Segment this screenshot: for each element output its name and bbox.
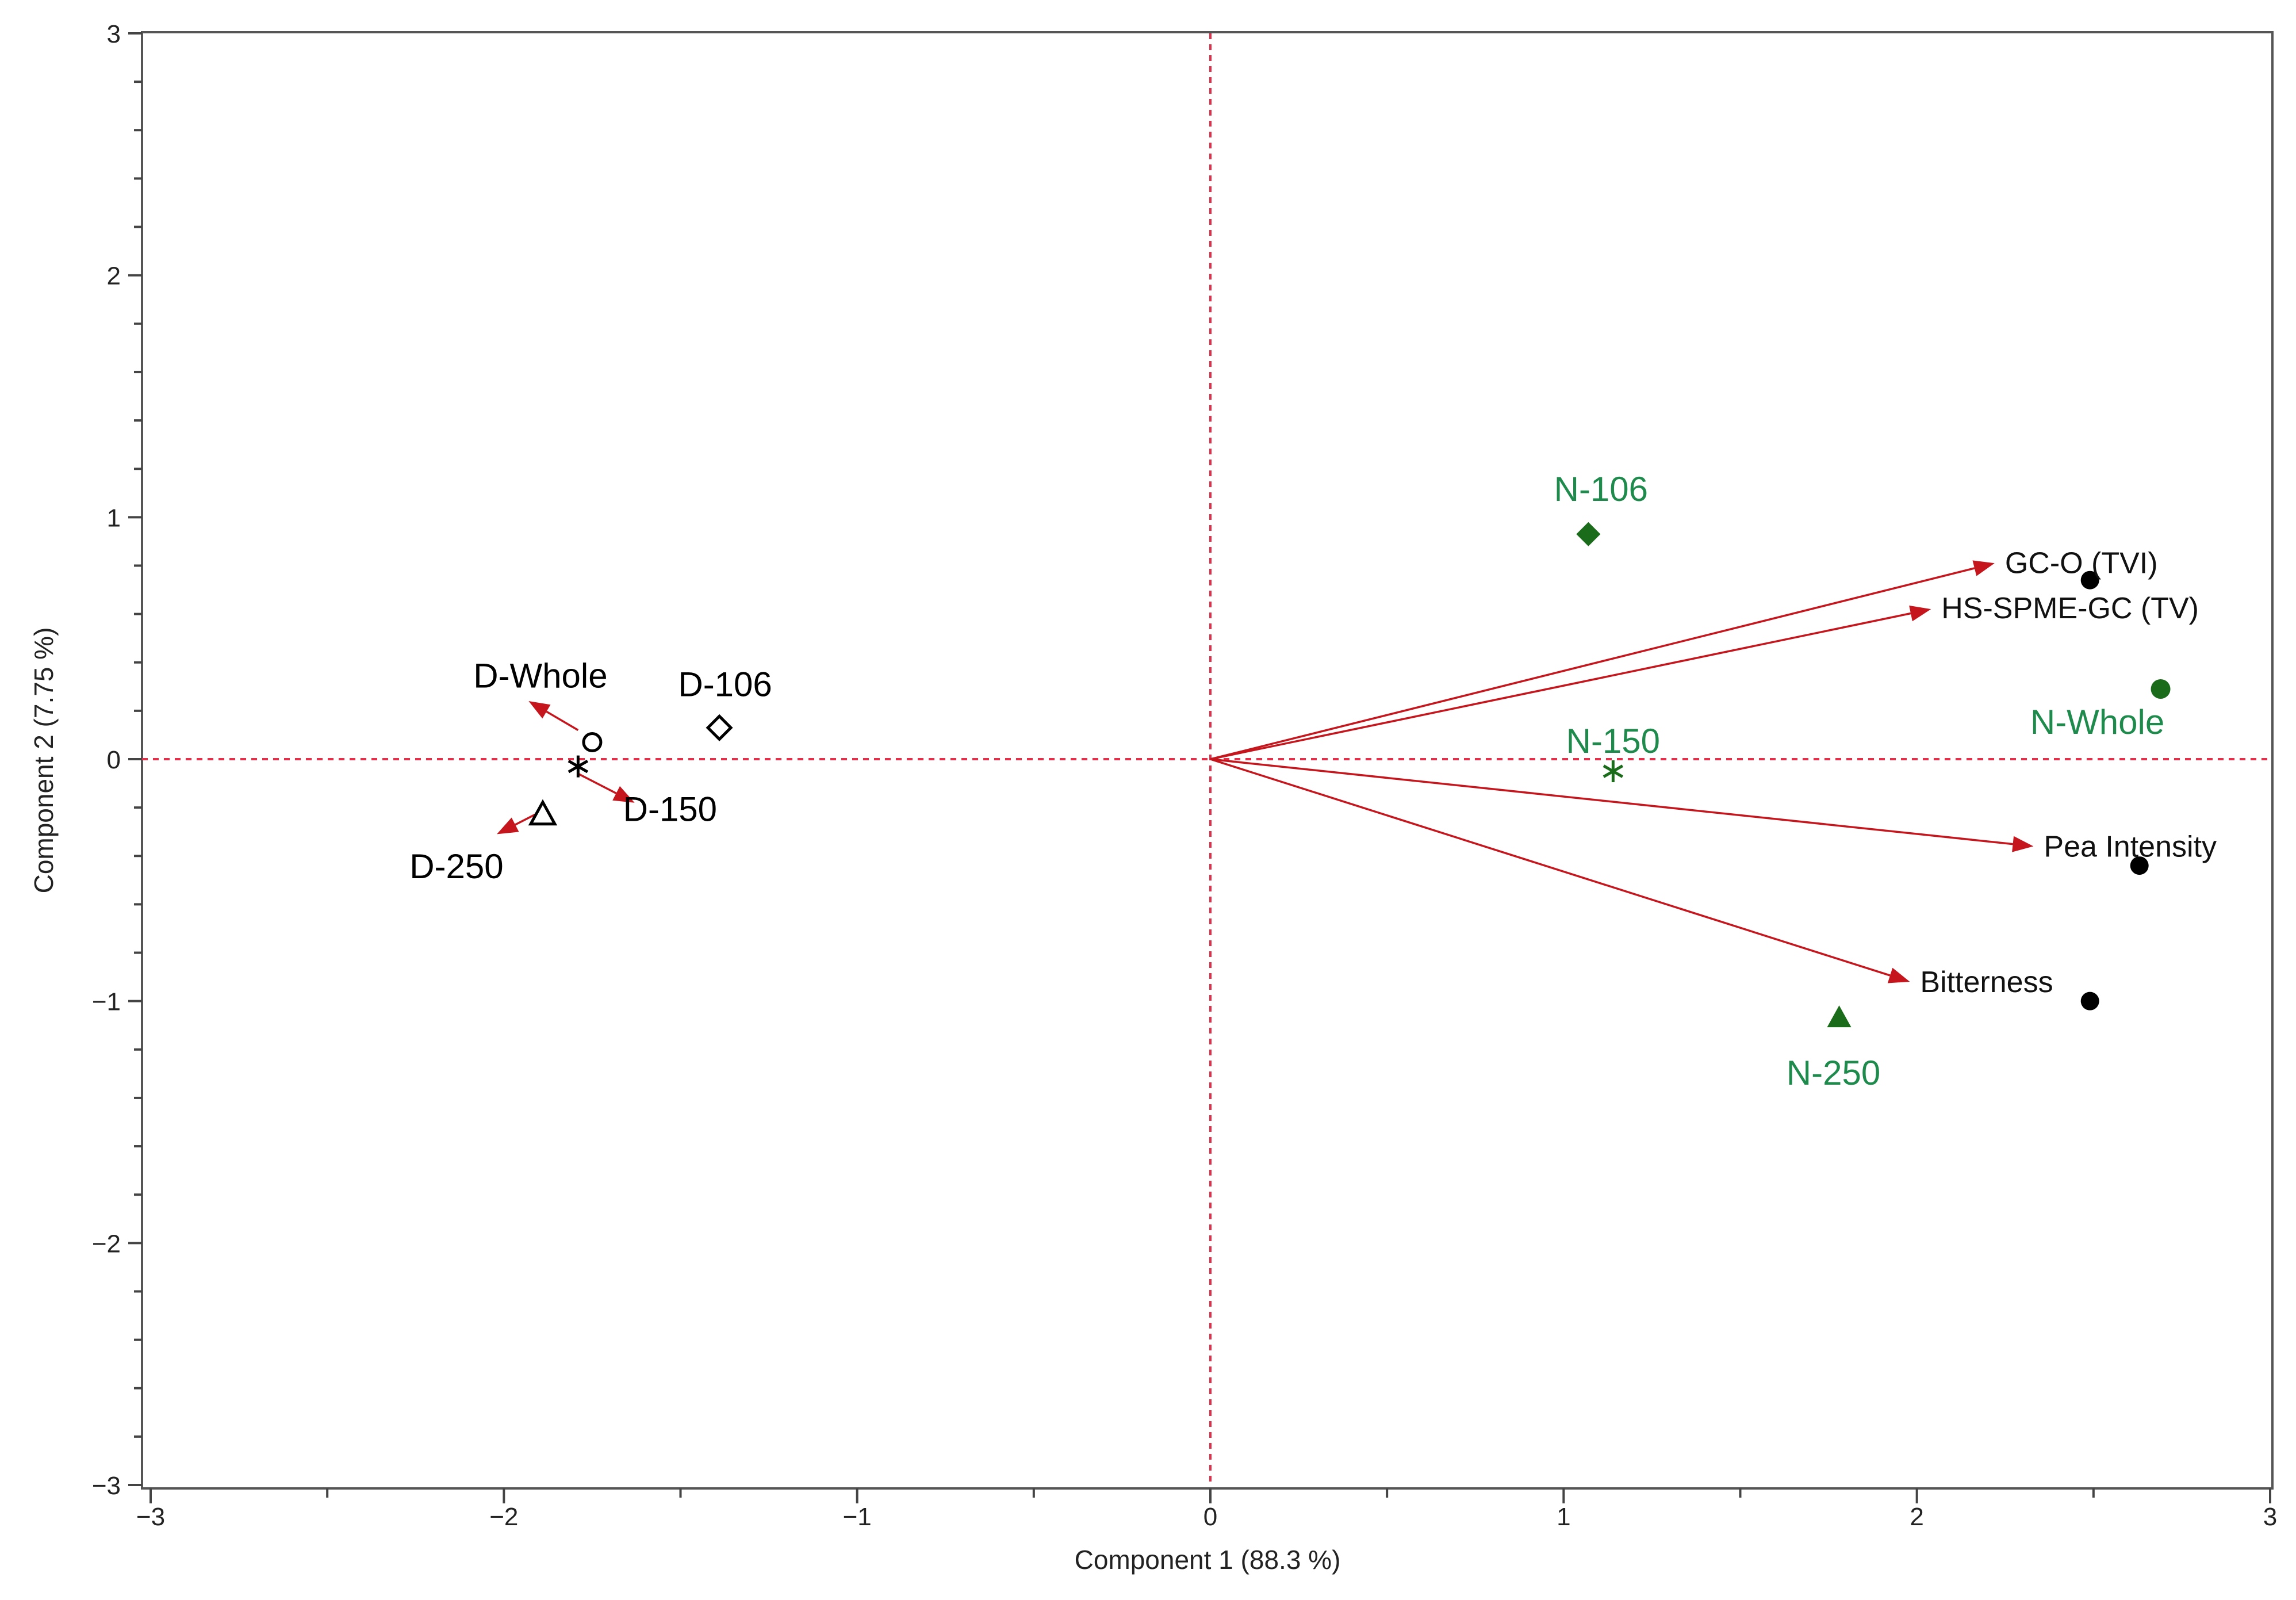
- loading-label-hs-spme-gc-tv: HS-SPME-GC (TV): [1941, 592, 2199, 625]
- loading-arrow-hs-spme-gc-tv-shaft: [1210, 612, 1911, 760]
- x-tick-label: 3: [2263, 1503, 2277, 1531]
- label-d-106: D-106: [678, 665, 772, 703]
- short-arrow-1-head: [528, 701, 551, 719]
- point-n-250-shape: [1827, 1005, 1852, 1028]
- short-arrow-2-head: [612, 786, 635, 803]
- point-n-150: [1603, 760, 1624, 783]
- point-n-106-shape: [1576, 522, 1601, 546]
- label-n-250: N-250: [1787, 1054, 1880, 1092]
- label-d-250: D-250: [409, 847, 503, 886]
- loading-arrow-bitterness-shaft: [1210, 758, 1891, 977]
- short-arrow-2-shaft: [577, 772, 617, 794]
- score-points: [528, 522, 2171, 1028]
- loading-label-bitterness: Bitterness: [1920, 966, 2053, 999]
- point-d-250-shape: [528, 799, 558, 826]
- y-tick-label: 2: [107, 262, 121, 290]
- label-n-whole: N-Whole: [2030, 703, 2164, 741]
- point-d-106-shape: [706, 714, 733, 741]
- point-d-150: [568, 755, 589, 778]
- point-n-150-stroke: [1603, 764, 1624, 778]
- loading-arrow-hs-spme-gc-tv-head: [1909, 605, 1931, 622]
- point-labels: D-Whole D-106 D-150 D-250 N-Whole N-106 N-150 N…: [409, 470, 2217, 1092]
- y-tick-label: −3: [92, 1472, 121, 1500]
- point-n-whole: [2151, 679, 2171, 699]
- loading-label-gc-o-tvi: GC-O (TVI): [2005, 546, 2158, 580]
- loading-point-pea-intensity: [2130, 856, 2149, 875]
- label-n-150: N-150: [1566, 722, 1660, 760]
- short-arrow-3-head: [497, 817, 519, 835]
- label-n-106: N-106: [1554, 470, 1648, 508]
- loading-arrow-gc-o-tvi-head: [1972, 560, 1995, 576]
- loading-point-gc-o-tvi: [2080, 571, 2099, 590]
- y-tick-label: −1: [92, 988, 121, 1016]
- point-d-whole: [582, 732, 603, 753]
- x-tick-label: 2: [1910, 1503, 1923, 1531]
- y-tick-label: −2: [92, 1230, 121, 1258]
- point-n-106: [1576, 522, 1601, 546]
- loading-arrow-gc-o-tvi-shaft: [1210, 567, 1975, 760]
- point-d-250: [528, 799, 558, 826]
- label-d-whole: D-Whole: [473, 657, 607, 695]
- loading-arrow-bitterness-head: [1887, 967, 1910, 983]
- x-tick-label: 1: [1557, 1503, 1570, 1531]
- point-d-150-stroke: [568, 759, 589, 774]
- point-n-whole-shape: [2151, 679, 2171, 699]
- short-arrow-1-shaft: [546, 710, 579, 732]
- y-tick-label: 3: [107, 20, 121, 48]
- y-axis-title: Component 2 (7.75 %): [29, 627, 59, 894]
- x-tick-label: −3: [136, 1503, 165, 1531]
- x-tick-label: −2: [489, 1503, 518, 1531]
- x-tick-label: 0: [1203, 1503, 1217, 1531]
- x-axis-title: Component 1 (88.3 %): [1075, 1545, 1341, 1575]
- loading-point-bitterness: [2080, 992, 2099, 1010]
- loading-arrow-pea-intensity-shaft: [1210, 758, 2013, 845]
- point-d-106: [706, 714, 733, 741]
- point-n-250: [1827, 1005, 1852, 1028]
- y-tick-label: 0: [107, 746, 121, 774]
- loading-label-pea-intensity: Pea Intensity: [2044, 830, 2217, 863]
- y-tick-label: 1: [107, 504, 121, 532]
- x-tick-label: −1: [843, 1503, 872, 1531]
- point-d-whole-shape: [582, 732, 603, 753]
- loading-arrow-pea-intensity-head: [2012, 836, 2034, 852]
- label-d-150: D-150: [623, 790, 717, 829]
- axis-ticks: −3 −2 −1 0 1 2 3 −3 −2 −1 0 1 2 3: [92, 20, 2277, 1531]
- loading-arrows: [497, 560, 2034, 983]
